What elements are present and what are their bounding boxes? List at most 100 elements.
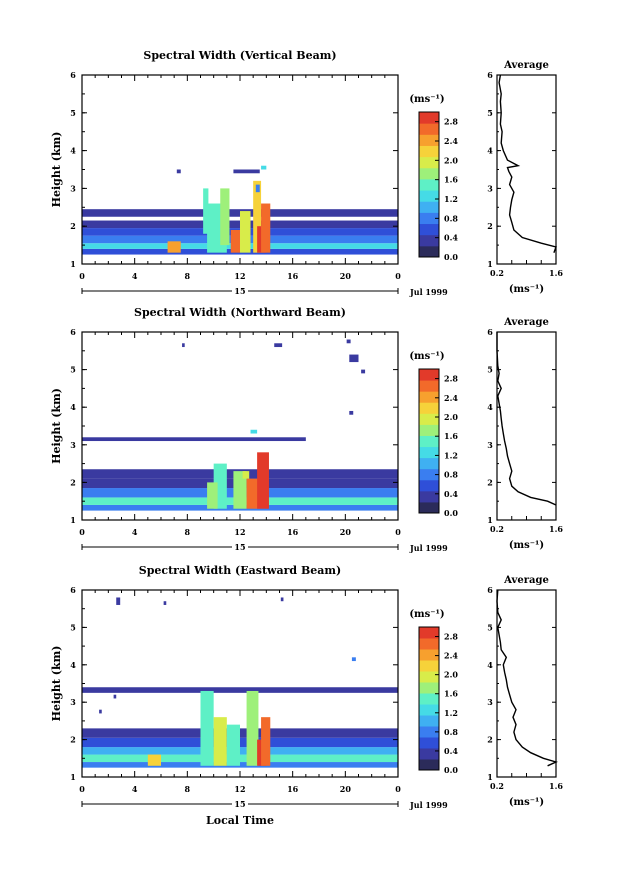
profile-x-axis-label: (ms⁻¹) (509, 797, 544, 808)
y-tick-label: 5 (70, 108, 76, 118)
colorbar-swatch (419, 468, 439, 481)
y-tick-label: 3 (70, 697, 76, 707)
colorbar-tick-label: 2.4 (444, 393, 458, 403)
x-axis-label: Local Time (206, 814, 274, 827)
colorbar-swatch (419, 446, 439, 459)
heat-cell (351, 657, 356, 662)
colorbar-tick-label: 0.8 (444, 470, 458, 480)
colorbar-swatch (419, 201, 439, 213)
heat-cell (361, 369, 366, 374)
x-tick-label: 4 (132, 527, 138, 537)
y-axis-label: Height (km) (50, 388, 63, 464)
colorbar-swatch (419, 234, 439, 247)
x-tick-label: 0 (395, 784, 401, 794)
profile-x-tick-label: 1.6 (549, 268, 563, 278)
x-tick-label: 4 (132, 784, 138, 794)
profile-line (496, 332, 557, 506)
y-tick-label: 1 (70, 515, 76, 525)
y-tick-label: 1 (70, 259, 76, 269)
colorbar-swatch (419, 190, 439, 202)
heat-cell (233, 169, 260, 174)
average-profile: Average 1 2 3 4 5 6 0.2 1.6 (ms⁻¹) (487, 575, 563, 808)
x-tick-label: 16 (287, 784, 299, 794)
profile-y-tick-label: 5 (487, 622, 493, 632)
colorbar-tick-label: 0.4 (444, 746, 458, 756)
y-tick-label: 5 (70, 622, 76, 632)
heatmap-cells (82, 165, 398, 255)
colorbar-swatch (419, 715, 439, 727)
heat-cell (220, 188, 230, 246)
y-tick-label: 6 (70, 70, 76, 80)
heat-cell (261, 165, 267, 170)
heat-cell (246, 478, 260, 509)
colorbar-swatch (419, 178, 439, 191)
x-tick-label: 0 (395, 271, 401, 281)
y-tick-label: 2 (70, 477, 76, 487)
heat-cell (233, 471, 247, 509)
heat-cell (82, 687, 398, 693)
colorbar-tick-label: 0.4 (444, 489, 458, 499)
heat-cell (242, 471, 250, 479)
colorbar-swatch (419, 435, 439, 448)
heat-cell (176, 169, 181, 174)
heat-cell (349, 354, 359, 363)
panel-2: Spectral Width (Northward Beam)123456Hei… (50, 306, 563, 553)
colorbar: 0.0 0.4 0.8 1.2 1.6 2.0 2.4 2.8 (ms⁻¹) (409, 351, 458, 518)
profile-x-tick-label: 0.2 (490, 524, 504, 534)
heat-cell (240, 211, 251, 253)
panel-1: Spectral Width (Vertical Beam)123456Heig… (50, 49, 563, 297)
heat-cell (250, 429, 258, 434)
profile-y-tick-label: 5 (487, 365, 493, 375)
heatmap-cells (82, 597, 398, 768)
heat-cell (261, 717, 271, 766)
heat-cell (280, 597, 284, 602)
colorbar-tick-label: 2.4 (444, 136, 458, 146)
profile-y-tick-label: 1 (487, 259, 493, 269)
colorbar-tick-label: 1.2 (444, 194, 458, 204)
colorbar-swatch (419, 167, 439, 180)
colorbar-swatch (419, 693, 439, 705)
y-axis-label: Height (km) (50, 646, 63, 722)
profile-x-tick-label: 1.6 (549, 524, 563, 534)
date-label-bg (232, 800, 248, 808)
heat-cell (82, 437, 306, 442)
colorbar-swatch (419, 759, 439, 771)
heat-cell (147, 754, 161, 766)
colorbar-swatch (419, 123, 439, 135)
date-day-label: 15 (234, 799, 245, 809)
date-label-bg (232, 287, 248, 295)
heat-cell (113, 694, 117, 699)
colorbar-swatch (419, 748, 439, 760)
colorbar-tick-label: 0.4 (444, 233, 458, 243)
y-tick-label: 6 (70, 327, 76, 337)
y-tick-label: 1 (70, 772, 76, 782)
colorbar-swatch (419, 671, 439, 683)
date-day-label: 15 (234, 286, 245, 296)
heat-cell (246, 690, 259, 766)
colorbar-swatch (419, 627, 439, 639)
x-tick-label: 16 (287, 271, 299, 281)
heat-cell (349, 410, 354, 415)
profile-y-tick-label: 1 (487, 772, 493, 782)
profile-y-tick-label: 6 (487, 327, 493, 337)
colorbar-swatch (419, 112, 439, 124)
profile-y-tick-label: 5 (487, 108, 493, 118)
heatmap-cells (82, 339, 398, 511)
colorbar-swatch (419, 490, 439, 503)
colorbar-tick-label: 2.0 (444, 412, 458, 422)
colorbar-swatch (419, 402, 439, 414)
heat-cell (99, 709, 102, 714)
x-tick-label: 4 (132, 271, 138, 281)
colorbar-tick-label: 1.6 (444, 175, 458, 185)
colorbar-unit-label: (ms⁻¹) (409, 94, 444, 105)
profile-x-tick-label: 0.2 (490, 268, 504, 278)
heat-cell (257, 452, 269, 509)
colorbar-swatch (419, 737, 439, 749)
y-tick-label: 3 (70, 183, 76, 193)
chart-title: Spectral Width (Vertical Beam) (143, 49, 336, 62)
month-year-label: Jul 1999 (409, 543, 448, 553)
heat-cell (261, 203, 271, 253)
profile-x-tick-label: 0.2 (490, 781, 504, 791)
colorbar-tick-label: 2.4 (444, 651, 458, 661)
colorbar-frame (418, 368, 440, 514)
